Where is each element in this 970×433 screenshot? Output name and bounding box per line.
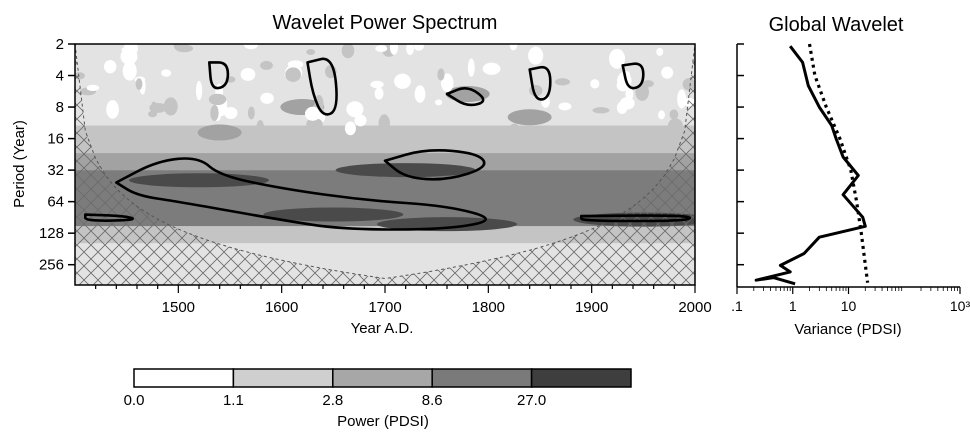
wavelet-y-tick-label: 4 (56, 68, 64, 85)
wavelet-y-tick-label: 128 (39, 225, 64, 242)
power-speckle (136, 78, 143, 90)
power-speckle (394, 74, 411, 89)
wavelet-plot-area (74, 38, 714, 285)
power-speckle (437, 68, 444, 80)
global-x-axis-label: Variance (PDSI) (794, 321, 901, 338)
power-speckle (106, 100, 119, 119)
power-speckle (510, 40, 517, 51)
colorbar-segment-3 (432, 369, 531, 387)
global-x-tick-label: 1 (789, 298, 797, 314)
power-speckle (260, 93, 274, 104)
power-speckle (149, 103, 167, 113)
power-speckle (241, 68, 256, 81)
power-speckle (210, 105, 218, 121)
colorbar-segment-4 (532, 369, 631, 387)
power-speckle (248, 106, 255, 119)
global-x-tick-label: .1 (731, 298, 743, 314)
wavelet-y-tick-label: 32 (47, 162, 64, 179)
colorbar-segment-1 (233, 369, 332, 387)
power-patch-7 (508, 109, 552, 125)
wavelet-title: Wavelet Power Spectrum (273, 12, 498, 34)
wavelet-x-tick-label: 1700 (368, 299, 401, 316)
colorbar-tick-label: 1.1 (223, 392, 244, 409)
wavelet-y-tick-label: 8 (56, 99, 64, 116)
power-speckle (414, 42, 424, 51)
power-speckle (658, 110, 665, 119)
wavelet-y-tick-label: 256 (39, 257, 64, 274)
wavelet-y-tick-label: 2 (56, 36, 64, 53)
power-speckle (656, 48, 663, 56)
power-speckle (592, 107, 609, 113)
colorbar-tick-label: 27.0 (517, 392, 546, 409)
power-speckle (558, 103, 571, 111)
power-speckle (370, 81, 383, 88)
power-speckle (668, 118, 683, 133)
colorbar-tick-label: 0.0 (124, 392, 145, 409)
power-speckle (468, 58, 475, 76)
power-speckle (123, 61, 137, 80)
power-speckle (209, 94, 226, 105)
power-speckle (87, 85, 100, 91)
power-speckle (256, 120, 264, 136)
power-speckle (670, 109, 679, 119)
wavelet-y-tick-label: 64 (47, 194, 64, 211)
power-speckle (104, 60, 116, 73)
power-speckle (355, 114, 367, 126)
power-speckle (390, 40, 398, 55)
power-speckle (379, 114, 391, 134)
power-speckle (620, 97, 635, 110)
global-wavelet-title: Global Wavelet (769, 14, 904, 36)
power-speckle (306, 49, 315, 55)
power-speckle (345, 122, 356, 136)
power-speckle (196, 81, 202, 100)
wavelet-x-tick-label: 1900 (575, 299, 608, 316)
power-speckle (224, 107, 237, 119)
power-speckle (483, 63, 501, 75)
wavelet-x-tick-label: 2000 (678, 299, 711, 316)
power-speckle (342, 43, 355, 58)
global-x-tick-label: 10 (841, 298, 857, 314)
power-speckle (590, 79, 599, 88)
wavelet-y-tick-label: 16 (47, 131, 64, 148)
wavelet-x-tick-label: 1500 (162, 299, 195, 316)
colorbar-tick-label: 2.8 (322, 392, 343, 409)
power-speckle (375, 87, 384, 99)
wavelet-x-axis-label: Year A.D. (351, 320, 414, 337)
power-speckle (435, 99, 442, 105)
power-speckle (528, 47, 543, 65)
global-wavelet-series-dotted (810, 44, 868, 283)
power-speckle (161, 69, 171, 76)
power-speckle (661, 67, 673, 79)
colorbar-tick-label: 8.6 (422, 392, 443, 409)
colorbar-segment-2 (333, 369, 432, 387)
power-speckle (375, 45, 387, 52)
power-speckle (643, 80, 654, 87)
power-patch-8 (198, 125, 242, 141)
power-speckle (260, 61, 273, 70)
power-speckle (510, 124, 520, 135)
wavelet-x-tick-label: 1800 (472, 299, 505, 316)
colorbar-title: Power (PDSI) (337, 413, 429, 430)
power-speckle (677, 89, 686, 108)
power-speckle (285, 67, 301, 82)
power-speckle (415, 85, 426, 103)
wavelet-y-axis-label: Period (Year) (11, 120, 28, 208)
global-x-tick-label: 10³ (950, 298, 970, 314)
wavelet-x-tick-label: 1600 (265, 299, 298, 316)
power-speckle (555, 78, 570, 85)
colorbar-segment-0 (134, 369, 233, 387)
